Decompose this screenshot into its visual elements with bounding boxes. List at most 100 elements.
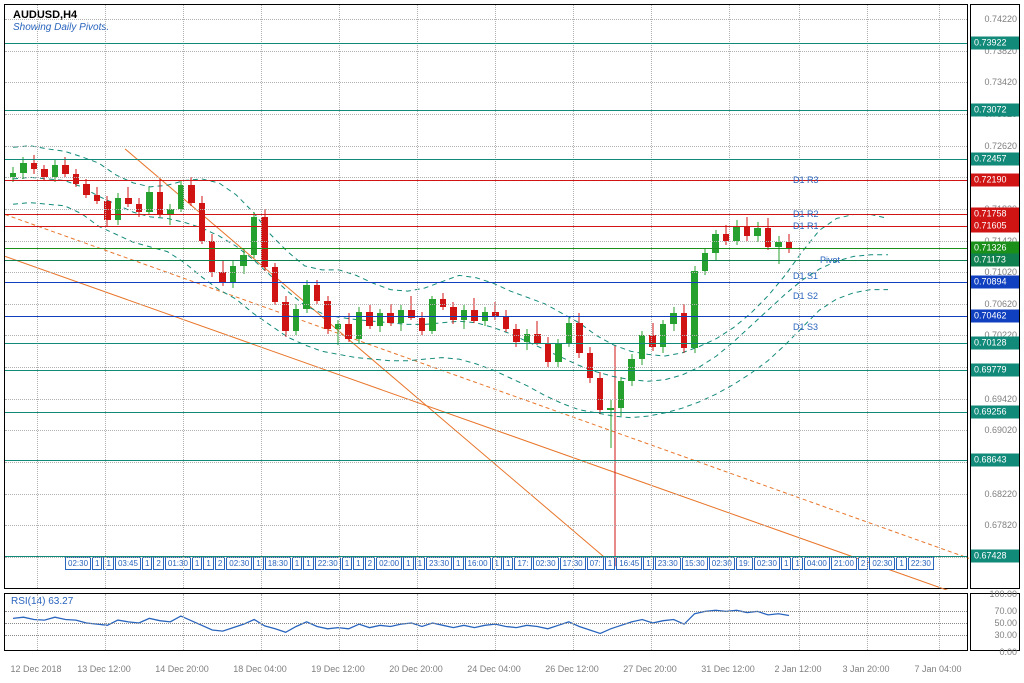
price-gridline — [5, 399, 967, 400]
candle[interactable] — [513, 5, 520, 588]
candle[interactable] — [461, 5, 468, 588]
candle[interactable] — [639, 5, 646, 588]
time-box: 1 — [503, 557, 513, 570]
candle[interactable] — [272, 5, 279, 588]
candle[interactable] — [524, 5, 531, 588]
level-line — [5, 159, 967, 160]
level-line — [5, 460, 967, 461]
time-box: 1 — [781, 557, 791, 570]
price-gridline — [5, 462, 967, 463]
candle[interactable] — [188, 5, 195, 588]
candle[interactable] — [293, 5, 300, 588]
rsi-panel[interactable]: RSI(14) 63.27 — [4, 593, 968, 651]
time-box: 1 — [203, 557, 213, 570]
price-y-axis: 0.742200.738200.734200.730200.726200.722… — [970, 4, 1020, 589]
candle[interactable] — [786, 5, 793, 588]
time-gridline — [729, 5, 730, 588]
candle[interactable] — [52, 5, 59, 588]
candle[interactable] — [775, 5, 782, 588]
price-gridline — [5, 114, 967, 115]
candle[interactable] — [534, 5, 541, 588]
candle[interactable] — [94, 5, 101, 588]
candle[interactable] — [618, 5, 625, 588]
candle[interactable] — [62, 5, 69, 588]
candle[interactable] — [628, 5, 635, 588]
candle[interactable] — [440, 5, 447, 588]
pivot-label: D1 R2 — [793, 209, 819, 219]
price-level-box: 0.70128 — [971, 336, 1019, 349]
candle[interactable] — [125, 5, 132, 588]
candle[interactable] — [345, 5, 352, 588]
candle[interactable] — [282, 5, 289, 588]
candle[interactable] — [146, 5, 153, 588]
candle[interactable] — [41, 5, 48, 588]
candle[interactable] — [324, 5, 331, 588]
candle[interactable] — [20, 5, 27, 588]
time-tick-label: 7 Jan 04:00 — [914, 665, 961, 675]
candle[interactable] — [398, 5, 405, 588]
time-gridline — [939, 5, 940, 588]
level-line — [5, 343, 967, 344]
price-chart-area[interactable]: AUDUSD,H4 Showing Daily Pivots. 02:30110… — [4, 4, 968, 589]
level-line — [5, 412, 967, 413]
price-level-box: 0.71173 — [971, 254, 1019, 267]
candle[interactable] — [587, 5, 594, 588]
price-tick-label: 0.72620 — [984, 141, 1017, 151]
time-box: 2 — [215, 557, 225, 570]
price-gridline — [5, 19, 967, 20]
candle[interactable] — [754, 5, 761, 588]
price-tick-label: 0.68220 — [984, 489, 1017, 499]
candle[interactable] — [209, 5, 216, 588]
candle[interactable] — [660, 5, 667, 588]
candle[interactable] — [607, 5, 614, 588]
candle[interactable] — [136, 5, 143, 588]
price-tick-label: 0.74220 — [984, 14, 1017, 24]
candle[interactable] — [356, 5, 363, 588]
candle[interactable] — [419, 5, 426, 588]
candle[interactable] — [702, 5, 709, 588]
candle[interactable] — [366, 5, 373, 588]
candle[interactable] — [450, 5, 457, 588]
candle[interactable] — [691, 5, 698, 588]
candle[interactable] — [408, 5, 415, 588]
price-gridline — [5, 304, 967, 305]
candle[interactable] — [261, 5, 268, 588]
candle[interactable] — [566, 5, 573, 588]
price-level-box: 0.68643 — [971, 454, 1019, 467]
candle[interactable] — [712, 5, 719, 588]
candle[interactable] — [377, 5, 384, 588]
rsi-y-axis: 100.0070.0050.0030.000.00 — [970, 593, 1020, 651]
rsi-tick-label: 70.00 — [994, 606, 1017, 616]
candle[interactable] — [471, 5, 478, 588]
time-box: 02:30 — [533, 557, 559, 570]
candle[interactable] — [314, 5, 321, 588]
level-line — [5, 248, 967, 249]
candle[interactable] — [597, 5, 604, 588]
candle[interactable] — [555, 5, 562, 588]
candle[interactable] — [387, 5, 394, 588]
candle[interactable] — [482, 5, 489, 588]
candle[interactable] — [157, 5, 164, 588]
candle[interactable] — [199, 5, 206, 588]
candle[interactable] — [303, 5, 310, 588]
candle[interactable] — [503, 5, 510, 588]
price-gridline — [5, 241, 967, 242]
candle[interactable] — [670, 5, 677, 588]
candle[interactable] — [115, 5, 122, 588]
candle[interactable] — [545, 5, 552, 588]
candle[interactable] — [73, 5, 80, 588]
candle[interactable] — [251, 5, 258, 588]
candle[interactable] — [733, 5, 740, 588]
candle[interactable] — [576, 5, 583, 588]
candle[interactable] — [429, 5, 436, 588]
candle[interactable] — [744, 5, 751, 588]
candle[interactable] — [83, 5, 90, 588]
candle[interactable] — [167, 5, 174, 588]
candle[interactable] — [10, 5, 17, 588]
candle[interactable] — [219, 5, 226, 588]
candle[interactable] — [681, 5, 688, 588]
candle[interactable] — [230, 5, 237, 588]
candle[interactable] — [240, 5, 247, 588]
candle[interactable] — [765, 5, 772, 588]
time-box: 1 — [292, 557, 302, 570]
